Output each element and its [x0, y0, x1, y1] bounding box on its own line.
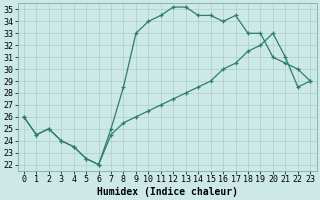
X-axis label: Humidex (Indice chaleur): Humidex (Indice chaleur)	[97, 186, 237, 197]
